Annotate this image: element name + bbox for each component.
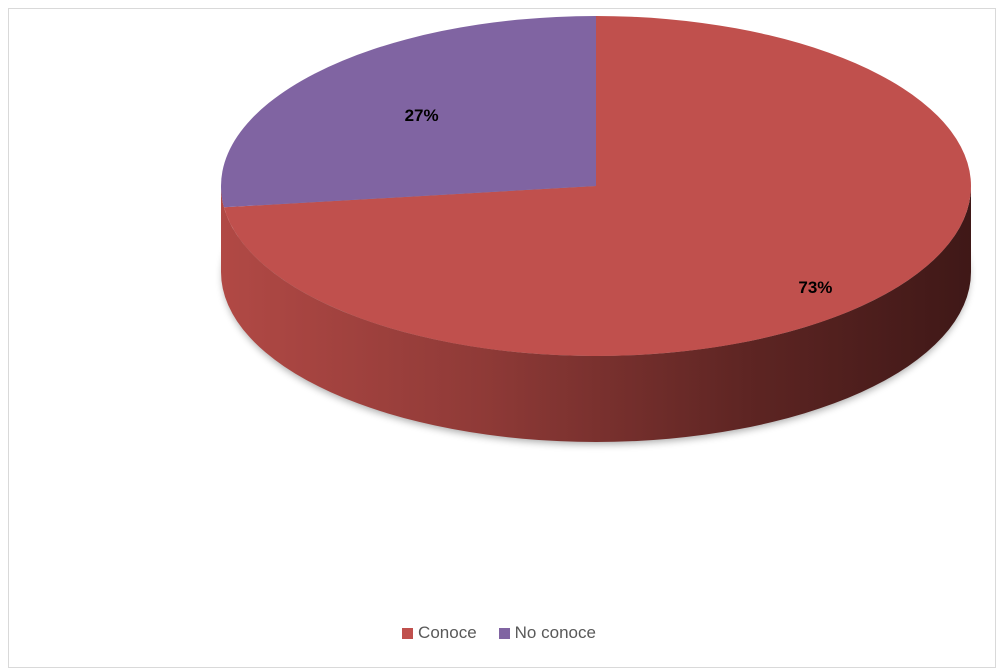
legend-swatch-no-conoce: [498, 627, 510, 639]
legend-label-no-conoce: No conoce: [514, 623, 596, 642]
legend: Conoce No conoce: [0, 622, 998, 644]
pie-side-wall: [221, 186, 971, 442]
pie-slice-no-conoce: [220, 16, 596, 208]
legend-swatch-conoce: [402, 627, 414, 639]
data-label-no-conoce: 27%: [405, 106, 439, 125]
legend-label-conoce: Conoce: [418, 623, 477, 642]
legend-item-no-conoce: No conoce: [498, 623, 596, 643]
legend-item-conoce: Conoce: [402, 623, 477, 643]
pie-slice-conoce: [223, 16, 972, 356]
data-label-conoce: 73%: [798, 278, 832, 297]
